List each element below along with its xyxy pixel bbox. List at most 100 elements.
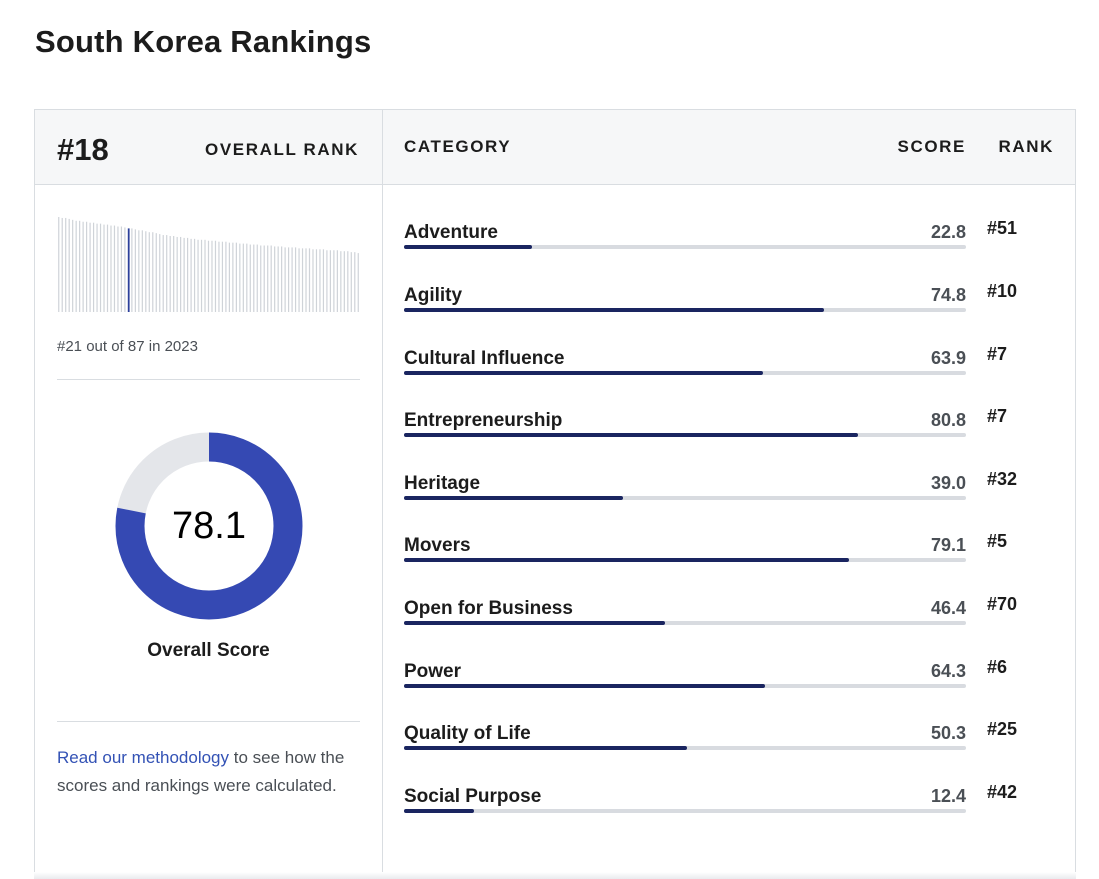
country-bar xyxy=(197,239,199,312)
category-row: Power 64.3 #6 xyxy=(404,657,1056,721)
country-bar xyxy=(357,253,359,312)
country-bar xyxy=(225,241,227,312)
country-bar xyxy=(183,237,185,312)
category-score: 39.0 xyxy=(930,473,966,493)
country-bar xyxy=(110,225,112,312)
country-bar xyxy=(312,249,314,312)
category-rank: #5 xyxy=(987,531,1008,551)
donut-score-arc xyxy=(115,432,303,620)
category-name: Open for Business xyxy=(404,598,573,619)
category-score: 12.4 xyxy=(930,786,966,806)
country-bar xyxy=(329,250,331,312)
country-bar xyxy=(152,232,154,312)
country-bar xyxy=(82,221,84,312)
table-header xyxy=(35,110,1075,185)
rankings-card: #18 OVERALL RANK CATEGORY SCORE RANK #21… xyxy=(34,109,1076,879)
country-bar xyxy=(228,242,230,312)
country-bar xyxy=(86,221,88,312)
current-country-bar xyxy=(127,228,130,312)
country-bar xyxy=(214,240,217,312)
country-bar xyxy=(232,242,234,312)
country-bar xyxy=(221,241,224,312)
country-bar xyxy=(120,226,123,312)
methodology-link[interactable]: Read our methodology xyxy=(57,748,230,767)
category-row: Quality of Life 50.3 #25 xyxy=(404,719,1056,783)
category-name: Agility xyxy=(404,285,463,306)
country-bar xyxy=(162,235,164,312)
overall-score-donut: 78.1 xyxy=(115,432,303,620)
score-bar-fill xyxy=(404,433,859,437)
country-bar xyxy=(253,244,255,312)
country-bar xyxy=(260,245,262,312)
category-rank: #25 xyxy=(987,719,1018,739)
category-score: 22.8 xyxy=(930,222,966,242)
country-bar xyxy=(350,252,352,312)
score-bar-fill xyxy=(404,621,665,625)
country-bar xyxy=(72,219,74,312)
country-bar xyxy=(294,247,297,312)
score-bar-track xyxy=(404,684,966,688)
country-bar xyxy=(284,247,286,312)
rank-history-text: #21 out of 87 in 2023 xyxy=(57,338,198,355)
country-bar xyxy=(117,226,119,312)
country-bar xyxy=(190,238,192,312)
category-score: 79.1 xyxy=(930,535,966,555)
category-rank: #10 xyxy=(987,281,1018,301)
score-bar-track xyxy=(404,496,966,500)
category-row: Heritage 39.0 #32 xyxy=(404,469,1056,533)
country-bar xyxy=(270,245,272,312)
country-bar xyxy=(207,240,210,312)
overall-score-label: Overall Score xyxy=(147,640,270,661)
column-divider xyxy=(382,110,383,879)
country-bar xyxy=(92,222,95,312)
category-rank: #42 xyxy=(987,782,1018,802)
country-bar xyxy=(99,223,102,312)
country-bar xyxy=(322,249,325,312)
country-bar xyxy=(141,230,143,312)
score-bar-track xyxy=(404,558,966,562)
category-header: CATEGORY xyxy=(404,137,512,156)
score-bar-track xyxy=(404,809,966,813)
country-bar xyxy=(176,236,178,312)
country-bar xyxy=(68,218,70,312)
country-bar xyxy=(180,236,182,312)
category-rank: #7 xyxy=(987,406,1008,426)
country-bar xyxy=(305,248,307,312)
country-bar xyxy=(263,245,265,312)
score-bar-track xyxy=(404,746,966,750)
category-score: 46.4 xyxy=(930,598,966,618)
category-rank: #70 xyxy=(987,594,1018,614)
category-name: Movers xyxy=(404,535,471,556)
methodology-note: Read our methodology to see how the scor… xyxy=(57,744,357,799)
score-bar-track xyxy=(404,308,966,312)
overall-rank-value: #18 xyxy=(57,132,109,167)
score-bar-fill xyxy=(404,684,766,688)
country-bar xyxy=(218,241,220,312)
score-bar-fill xyxy=(404,496,624,500)
country-bar xyxy=(267,245,269,312)
category-name: Entrepreneurship xyxy=(404,410,563,431)
country-bar xyxy=(173,236,175,312)
country-bar xyxy=(79,220,81,312)
scroll-shadow xyxy=(34,872,1076,879)
country-bar xyxy=(134,229,136,312)
country-bar xyxy=(336,250,338,312)
country-bar xyxy=(75,220,77,312)
category-score: 64.3 xyxy=(930,661,966,681)
country-bar xyxy=(301,248,304,312)
country-bar xyxy=(333,250,335,312)
category-row: Cultural Influence 63.9 #7 xyxy=(404,344,1056,408)
category-name: Social Purpose xyxy=(404,786,542,807)
category-row: Adventure 22.8 #51 xyxy=(404,218,1056,282)
country-bar xyxy=(200,239,203,312)
country-bar xyxy=(340,251,342,312)
category-score: 80.8 xyxy=(930,410,966,430)
category-row: Movers 79.1 #5 xyxy=(404,531,1056,595)
category-name: Adventure xyxy=(404,222,498,243)
score-bar-fill xyxy=(404,809,474,813)
country-bar xyxy=(319,249,321,312)
overall-score-value: 78.1 xyxy=(172,504,246,547)
country-bar xyxy=(281,246,283,312)
score-bar-track xyxy=(404,621,966,625)
country-bar xyxy=(239,243,241,312)
